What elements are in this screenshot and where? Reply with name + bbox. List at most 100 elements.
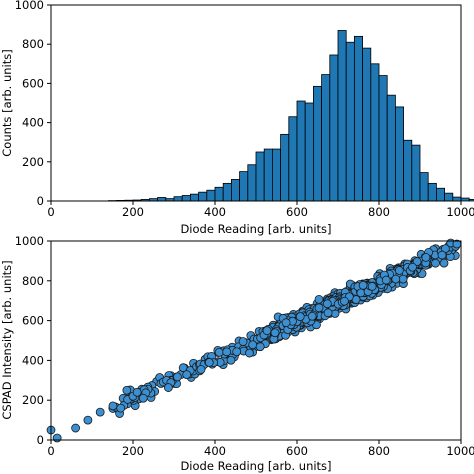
- scatter-point: [340, 296, 349, 306]
- histogram-bar: [181, 195, 191, 202]
- scatter-point: [358, 280, 368, 290]
- scatter-point: [421, 253, 431, 262]
- histogram-bar: [378, 75, 388, 202]
- histogram-bar: [280, 133, 290, 202]
- scatter-point: [182, 370, 192, 380]
- histogram-bar: [353, 35, 363, 202]
- histogram-bar: [468, 199, 474, 202]
- histogram-y-ticks: 0 200 400 600 800 1000: [15, 0, 51, 208]
- histogram-bar: [214, 186, 224, 202]
- histogram-x-tick-label: 200: [122, 205, 144, 219]
- scatter-point: [248, 340, 258, 350]
- scatter-point: [437, 250, 447, 260]
- histogram-bar: [394, 106, 404, 202]
- scatter-plot-frame: [50, 240, 462, 441]
- scatter-x-tick-label: 600: [286, 444, 308, 458]
- scatter-point: [138, 393, 148, 403]
- histogram-bar: [173, 196, 183, 202]
- scatter-point: [52, 433, 62, 443]
- histogram-plot-frame: [50, 4, 462, 202]
- histogram-bar: [337, 30, 347, 202]
- scatter-y-tick-label: 600: [22, 314, 44, 328]
- scatter-point: [108, 401, 118, 411]
- scatter-point: [214, 347, 224, 357]
- scatter-point: [262, 326, 272, 336]
- scatter-y-tick-label: 0: [37, 433, 44, 447]
- scatter-point: [255, 342, 265, 352]
- histogram-bar: [247, 164, 257, 202]
- scatter-point: [71, 423, 80, 433]
- scatter-point: [431, 258, 440, 268]
- scatter-y-tick-label: 400: [22, 353, 44, 367]
- scatter-point: [222, 347, 232, 357]
- scatter-point: [367, 282, 377, 291]
- scatter-point: [439, 258, 449, 268]
- scatter-point: [116, 403, 126, 413]
- histogram-y-axis-label: Counts [arb. units]: [0, 49, 14, 156]
- histogram-bar: [288, 116, 298, 202]
- scatter-point: [398, 274, 408, 284]
- histogram-bar: [386, 94, 396, 202]
- scatter-y-axis-label: CSPAD Intensity [arb. units]: [0, 260, 14, 419]
- scatter-point: [232, 347, 242, 357]
- scatter-point: [314, 294, 324, 304]
- scatter-point: [173, 372, 182, 382]
- histogram-bar: [296, 100, 306, 202]
- histogram-bar: [255, 151, 265, 202]
- scatter-x-ticks: 0 200 400 600 800 1000: [47, 440, 474, 458]
- histogram-x-ticks: 0 200 400 600 800 1000: [47, 201, 474, 219]
- histogram-bar: [460, 197, 470, 202]
- scatter-point: [381, 275, 391, 285]
- histogram-bar: [362, 47, 372, 202]
- histogram-y-tick-label: 400: [22, 116, 44, 130]
- histogram-bar: [198, 191, 208, 202]
- scatter-x-tick-label: 0: [47, 444, 54, 458]
- scatter-point: [238, 337, 248, 346]
- scatter-point: [295, 312, 305, 322]
- histogram-bar: [222, 182, 232, 202]
- scatter-y-tick-label: 200: [22, 393, 44, 407]
- histogram-bar: [435, 187, 445, 202]
- histogram-bar: [411, 144, 421, 202]
- scatter-x-tick-label: 200: [122, 444, 144, 458]
- scatter-point: [356, 288, 366, 298]
- histogram-bar: [370, 63, 380, 202]
- histogram-bar: [206, 189, 216, 202]
- histogram-bar: [239, 171, 249, 202]
- histogram-bar: [444, 192, 454, 202]
- scatter-point: [83, 415, 93, 425]
- scatter-points: [46, 238, 462, 443]
- scatter-point: [314, 303, 324, 313]
- scatter-x-axis-label: Diode Reading [arb. units]: [180, 459, 331, 473]
- histogram-y-tick-label: 600: [22, 76, 44, 90]
- histogram-y-tick-label: 800: [22, 37, 44, 51]
- histogram-y-tick-label: 200: [22, 155, 44, 169]
- scatter-y-ticks: 0 200 400 600 800 1000: [15, 234, 51, 447]
- scatter-point: [270, 328, 280, 338]
- histogram-bar: [427, 182, 437, 202]
- scatter-point: [323, 308, 333, 318]
- histogram-bar: [304, 102, 314, 202]
- histogram-y-tick-label: 1000: [15, 0, 44, 12]
- scatter-point: [95, 407, 105, 417]
- histogram-bar: [321, 74, 331, 202]
- scatter-point: [322, 299, 332, 309]
- histogram-bar: [419, 172, 429, 202]
- histogram-x-axis-label: Diode Reading [arb. units]: [180, 222, 331, 236]
- scatter-x-tick-label: 1000: [446, 444, 474, 458]
- scatter-point: [391, 274, 401, 284]
- scatter-point: [245, 348, 254, 358]
- scatter-point: [196, 365, 206, 374]
- scatter-panel: 0 200 400 600 800 1000 0 200 400 600 800 1000 Diod…: [0, 234, 474, 473]
- histogram-bar: [452, 196, 462, 202]
- scatter-y-tick-label: 1000: [15, 234, 44, 248]
- scatter-point: [307, 311, 317, 321]
- scatter-point: [408, 262, 417, 272]
- histogram-bar: [312, 85, 322, 202]
- histogram-bar: [345, 41, 355, 202]
- histogram-bars: [108, 30, 474, 202]
- histogram-y-tick-label: 0: [37, 194, 44, 208]
- scatter-point: [204, 358, 214, 367]
- histogram-bar: [329, 54, 339, 202]
